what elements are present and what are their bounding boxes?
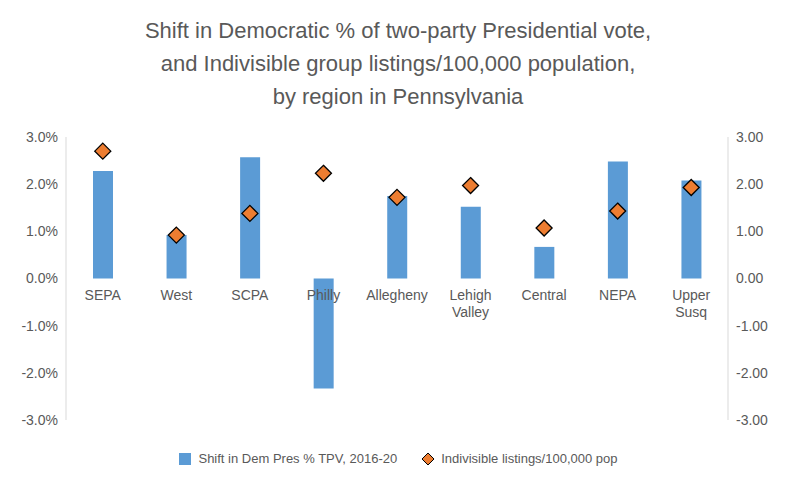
svg-text:-1.00: -1.00 [736,318,768,334]
svg-text:3.00: 3.00 [736,129,763,145]
svg-text:2.0%: 2.0% [26,176,58,192]
svg-text:-2.0%: -2.0% [21,365,58,381]
svg-text:0.0%: 0.0% [26,270,58,286]
svg-text:-1.0%: -1.0% [21,318,58,334]
svg-text:-2.00: -2.00 [736,365,768,381]
svg-text:Philly: Philly [307,287,340,303]
svg-text:1.0%: 1.0% [26,223,58,239]
svg-text:SEPA: SEPA [85,287,122,303]
html-text:Indivisible listings/100,000 p: Indivisible listings/100,000 pop [441,451,618,466]
svg-text:1.00: 1.00 [736,223,763,239]
svg-text:Allegheny: Allegheny [366,287,428,303]
svg-text:SCPA: SCPA [231,287,269,303]
svg-text:0.00: 0.00 [736,270,763,286]
svg-text:NEPA: NEPA [599,287,637,303]
html-text:Shift in Democratic % of two-p: Shift in Democratic % of two-party Presi… [144,18,652,109]
svg-text:-3.0%: -3.0% [21,412,58,428]
svg-text:-3.00: -3.00 [736,412,768,428]
svg-text:2.00: 2.00 [736,176,763,192]
html-text:Shift in Dem Pres % TPV, 2016-: Shift in Dem Pres % TPV, 2016-20 [198,451,398,466]
svg-text:LehighValley: LehighValley [450,287,492,320]
svg-text:3.0%: 3.0% [26,129,58,145]
svg-text:West: West [161,287,193,303]
svg-text:UpperSusq: UpperSusq [672,287,710,320]
svg-text:Central: Central [522,287,567,303]
